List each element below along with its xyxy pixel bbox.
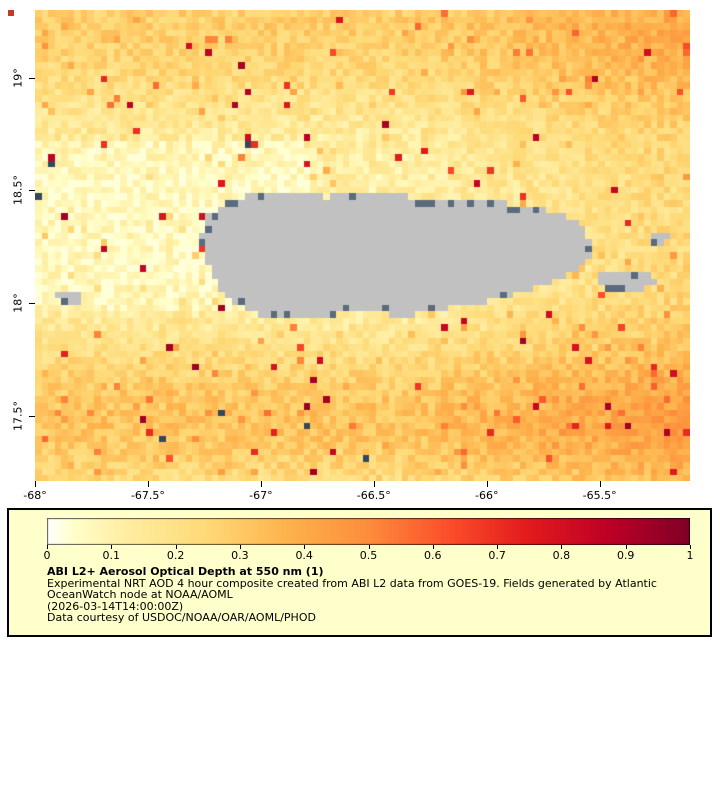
stray-data-pixel [8, 10, 14, 16]
colorbar-tick-mark [304, 545, 306, 549]
colorbar-tick-mark [175, 545, 177, 549]
colorbar-tick-mark [239, 545, 241, 549]
lat-tick-label: 18.5° [11, 175, 25, 206]
colorbar-tick-mark [690, 545, 691, 549]
lat-tick-label: 17.5° [11, 400, 25, 431]
colorbar-tick-label: 0 [43, 549, 51, 562]
legend-timestamp: (2026-03-14T14:00:00Z) [47, 599, 184, 613]
colorbar-tick-label: 0.9 [616, 549, 635, 562]
legend-description-line-2: OceanWatch node at NOAA/AOML [47, 588, 233, 602]
colorbar-tick-label: 0.5 [359, 549, 378, 562]
colorbar-tick-label: 0.2 [166, 549, 185, 562]
colorbar-tick-mark [111, 545, 113, 549]
lon-tick-mark [147, 481, 149, 487]
lon-tick-mark [260, 481, 262, 487]
lat-tick-mark [29, 77, 35, 79]
colorbar-tick-label: 0.7 [488, 549, 506, 562]
colorbar-tick-mark [561, 545, 563, 549]
map-canvas [35, 10, 690, 481]
colorbar-tick-label: 0.1 [102, 549, 121, 562]
lon-tick-mark [599, 481, 601, 487]
colorbar-canvas [47, 518, 690, 545]
legend-description-line-1: Experimental NRT AOD 4 hour composite cr… [47, 576, 657, 590]
lon-tick-label: -67.5° [130, 489, 165, 502]
colorbar-tick-label: 0.3 [231, 549, 249, 562]
colorbar-tick-label: 0.8 [552, 549, 571, 562]
legend-caption: ABI L2+ Aerosol Optical Depth at 550 nm … [47, 566, 657, 624]
lon-tick-mark [35, 481, 36, 487]
colorbar-tick-label: 1 [686, 549, 694, 562]
lat-tick-mark [29, 415, 35, 417]
lon-tick-label: -66.5° [356, 489, 391, 502]
colorbar-tick-mark [625, 545, 627, 549]
lat-tick-mark [29, 190, 35, 192]
lat-tick-mark [29, 302, 35, 304]
colorbar-tick-mark [432, 545, 434, 549]
lat-tick-label: 19° [11, 67, 25, 88]
legend-credit: Data courtesy of USDOC/NOAA/OAR/AOML/PHO… [47, 611, 316, 625]
colorbar-tick-label: 0.6 [424, 549, 442, 562]
lon-tick-label: -67° [249, 489, 273, 502]
colorbar-tick-mark [47, 545, 48, 549]
lon-tick-label: -68° [23, 489, 47, 502]
lon-tick-label: -65.5° [582, 489, 617, 502]
legend-box: 0 0.1 0.2 0.3 0.4 0.5 0.6 0.7 0.8 0.9 1 … [7, 508, 712, 637]
colorbar-tick-mark [497, 545, 499, 549]
lat-tick-label: 18° [11, 293, 25, 313]
colorbar-tick-label: 0.4 [295, 549, 313, 562]
legend-title: ABI L2+ Aerosol Optical Depth at 550 nm … [47, 565, 324, 578]
map-plot: 19° 18.5° 18° 17.5° -68° -67.5° -67° -66… [8, 10, 690, 502]
lon-tick-mark [373, 481, 375, 487]
lon-tick-label: -66° [474, 489, 499, 502]
lon-tick-mark [486, 481, 488, 487]
colorbar-tick-mark [368, 545, 370, 549]
